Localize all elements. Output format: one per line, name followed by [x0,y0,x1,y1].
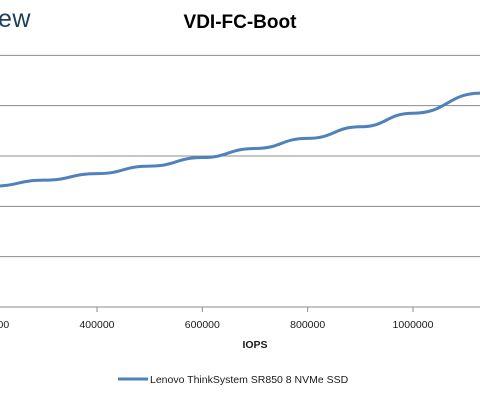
legend: Lenovo ThinkSystem SR850 8 NVMe SSD [118,374,349,386]
x-tick-label: 400000 [79,319,114,331]
x-tick-label: 200000 [0,319,9,331]
chart-title: VDI-FC-Boot [183,12,297,33]
x-tick-labels: 200000 400000 600000 800000 1000000 [0,307,434,331]
x-tick-label: 600000 [185,319,220,331]
x-axis-title: IOPS [242,339,267,351]
brand-logo-text: ew [0,5,31,33]
legend-label: Lenovo ThinkSystem SR850 8 NVMe SSD [150,374,349,386]
series-line-1 [0,91,480,188]
series-group [0,91,480,188]
x-tick-label: 800000 [290,319,325,331]
x-tick-label: 1000000 [393,319,434,331]
gridlines [0,54,480,308]
